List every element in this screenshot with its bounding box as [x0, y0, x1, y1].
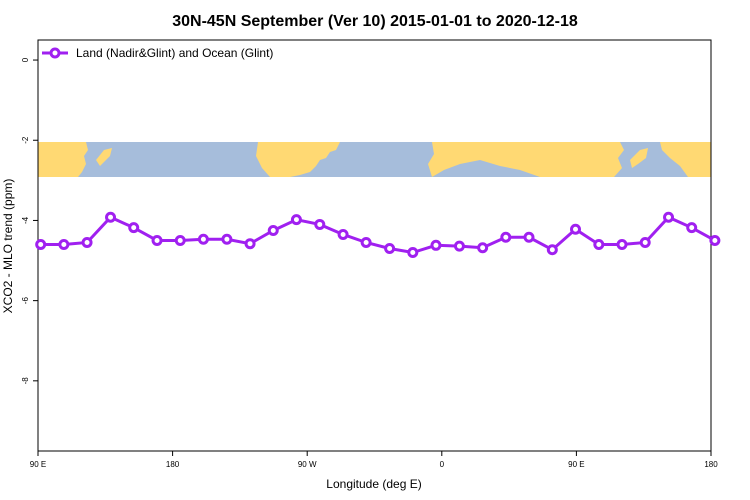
data-point	[709, 234, 721, 246]
data-point	[477, 242, 489, 254]
data-point	[151, 234, 163, 246]
data-point	[639, 236, 651, 248]
y-tick-label: -6	[21, 297, 30, 305]
y-tick-label: -4	[21, 216, 30, 224]
data-point	[197, 233, 209, 245]
x-tick-label: 180	[166, 460, 180, 469]
data-point	[546, 244, 558, 256]
data-point	[290, 214, 302, 226]
data-point	[686, 222, 698, 234]
map-land-east-asia-2	[660, 142, 711, 177]
map-land-north-america	[256, 142, 340, 177]
data-point	[500, 231, 512, 243]
map-land-japan	[96, 148, 112, 166]
data-point	[337, 228, 349, 240]
data-point	[663, 211, 675, 223]
data-point	[570, 223, 582, 235]
map-land-east-asia	[38, 142, 88, 177]
data-point	[267, 224, 279, 236]
data-point	[174, 234, 186, 246]
data-point	[58, 238, 70, 250]
data-point	[314, 218, 326, 230]
series-layer	[35, 211, 721, 259]
y-axis: 0 -2 -4 -6 -8	[21, 57, 38, 384]
x-tick-label: 180	[704, 460, 718, 469]
x-axis: 90 E 180 90 W 0 90 E 180	[30, 451, 718, 469]
data-point	[430, 239, 442, 251]
chart-title: 30N-45N September (Ver 10) 2015-01-01 to…	[172, 13, 578, 30]
data-point	[81, 236, 93, 248]
data-point	[593, 238, 605, 250]
data-point	[35, 238, 47, 250]
legend-marker	[49, 47, 61, 59]
series-line	[40, 215, 716, 255]
data-point	[221, 233, 233, 245]
x-tick-label: 90 W	[298, 460, 317, 469]
data-point	[616, 238, 628, 250]
y-tick-label: -8	[21, 377, 30, 385]
data-point	[244, 238, 256, 250]
y-tick-label: -2	[21, 136, 30, 144]
x-tick-label: 90 E	[568, 460, 584, 469]
data-point	[128, 222, 140, 234]
x-axis-label: Longitude (deg E)	[326, 477, 421, 491]
map-land-japan-2	[630, 148, 648, 168]
data-point	[523, 231, 535, 243]
data-point	[407, 247, 419, 259]
y-tick-label: 0	[21, 57, 30, 62]
data-point	[105, 211, 117, 223]
y-axis-label: XCO2 - MLO trend (ppm)	[1, 179, 15, 314]
world-map-band	[38, 142, 711, 177]
x-tick-label: 0	[440, 460, 445, 469]
x-tick-label: 90 E	[30, 460, 46, 469]
legend: Land (Nadir&Glint) and Ocean (Glint)	[42, 46, 273, 60]
data-point	[360, 236, 372, 248]
map-land-eurasia-africa	[428, 142, 624, 177]
data-point	[453, 240, 465, 252]
data-point	[384, 243, 396, 255]
legend-label: Land (Nadir&Glint) and Ocean (Glint)	[76, 46, 273, 60]
